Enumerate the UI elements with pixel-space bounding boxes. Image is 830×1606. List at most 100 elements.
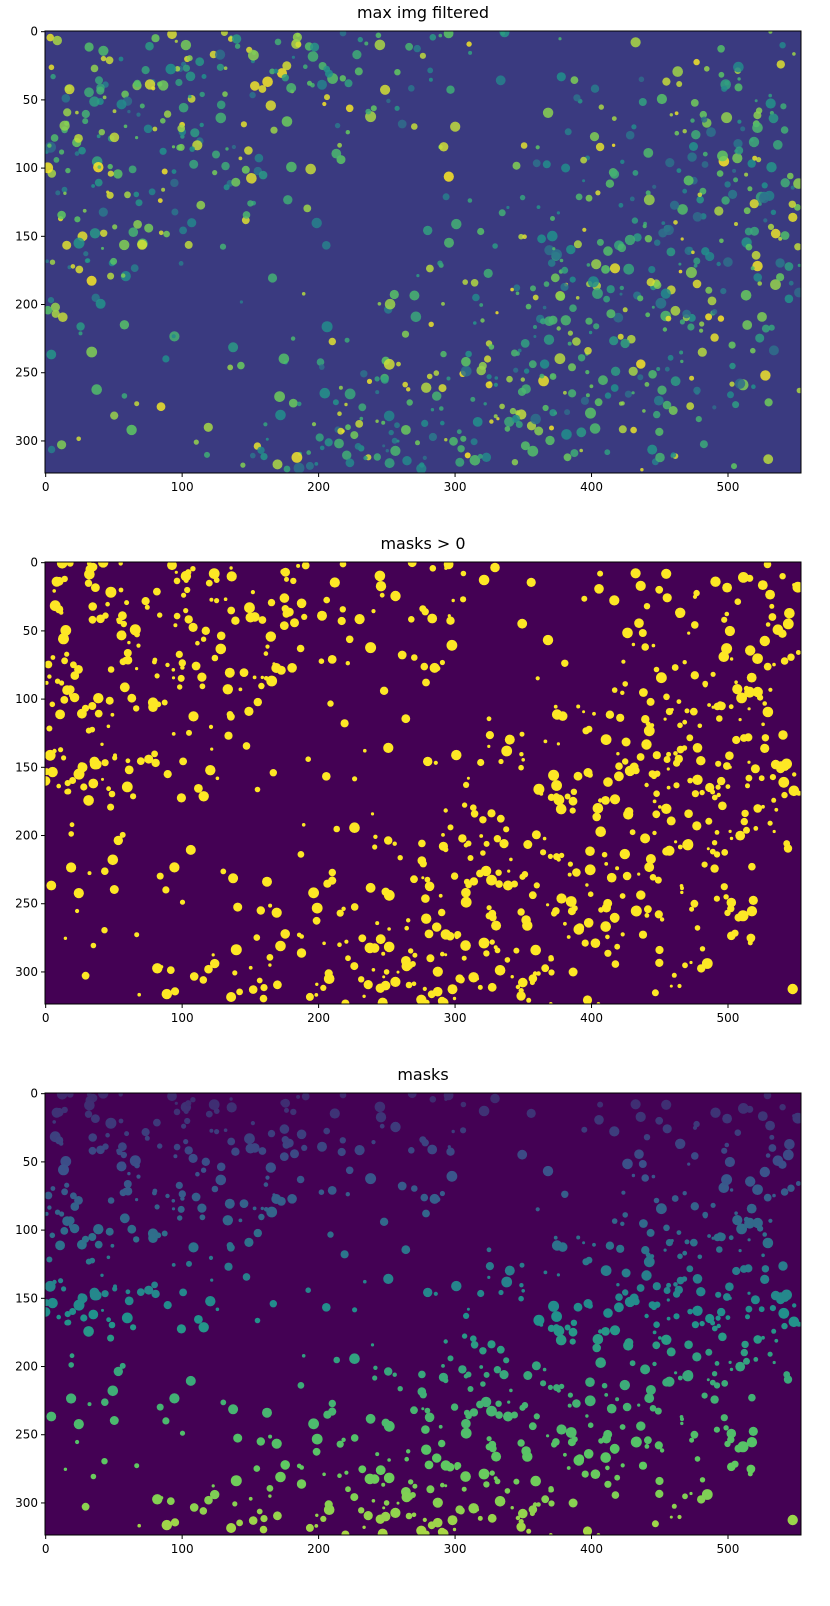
- texture-blob: [283, 195, 293, 205]
- texture-blob: [603, 898, 613, 908]
- texture-blob: [223, 66, 228, 70]
- texture-blob: [443, 171, 454, 182]
- texture-blob: [432, 1497, 443, 1508]
- texture-blob: [179, 757, 188, 766]
- texture-blob: [429, 1096, 437, 1103]
- x-tick-label: 100: [171, 480, 194, 494]
- texture-blob: [212, 170, 218, 176]
- texture-blob: [171, 732, 176, 736]
- texture-blob: [681, 745, 688, 751]
- texture-blob: [358, 1507, 365, 1514]
- texture-blob: [424, 1412, 435, 1423]
- texture-blob: [697, 192, 703, 198]
- texture-blob: [570, 1319, 578, 1327]
- x-tick-label: 400: [580, 1542, 603, 1556]
- texture-blob: [751, 250, 761, 260]
- texture-blob: [152, 657, 158, 663]
- texture-blob: [699, 110, 707, 119]
- texture-blob: [89, 228, 101, 239]
- texture-blob: [94, 1240, 103, 1249]
- texture-blob: [644, 1436, 652, 1445]
- texture-blob: [50, 134, 59, 142]
- texture-blob: [747, 940, 753, 946]
- texture-blob: [683, 175, 694, 186]
- texture-blob: [412, 1483, 418, 1489]
- texture-blob: [629, 1360, 636, 1367]
- texture-blob: [274, 38, 282, 46]
- texture-blob: [260, 1206, 264, 1211]
- texture-blob: [746, 1464, 756, 1474]
- texture-blob: [184, 586, 191, 594]
- texture-blob: [215, 643, 227, 655]
- texture-blob: [645, 1252, 651, 1258]
- texture-blob: [470, 1341, 479, 1349]
- texture-blob: [102, 95, 107, 100]
- texture-blob: [397, 650, 407, 660]
- texture-blob: [292, 32, 302, 42]
- texture-blob: [558, 1383, 565, 1390]
- texture-blob: [759, 635, 770, 647]
- texture-blob: [748, 862, 756, 871]
- texture-blob: [609, 1126, 620, 1137]
- texture-blob: [375, 934, 386, 945]
- texture-blob: [49, 1232, 56, 1239]
- texture-blob: [86, 275, 97, 286]
- texture-blob: [227, 364, 234, 371]
- texture-blob: [548, 957, 553, 962]
- texture-blob: [546, 1434, 550, 1438]
- texture-blob: [157, 1143, 163, 1149]
- texture-blob: [674, 1371, 678, 1375]
- texture-blob: [324, 1500, 333, 1509]
- texture-blob: [296, 598, 307, 609]
- texture-blob: [737, 1441, 749, 1453]
- texture-blob: [631, 124, 637, 130]
- texture-blob: [214, 1129, 220, 1135]
- texture-blob: [714, 206, 724, 216]
- texture-blob: [47, 143, 52, 148]
- texture-blob: [390, 1121, 401, 1133]
- texture-blob: [523, 840, 533, 849]
- texture-blob: [561, 1190, 569, 1199]
- texture-blob: [734, 1129, 742, 1136]
- texture-blob: [693, 386, 701, 395]
- texture-blob: [231, 177, 241, 187]
- texture-blob: [740, 126, 746, 132]
- texture-blob: [519, 752, 524, 757]
- texture-blob: [542, 1165, 554, 1177]
- texture-blob: [422, 986, 427, 992]
- texture-blob: [620, 338, 630, 349]
- texture-blob: [564, 793, 571, 800]
- texture-blob: [314, 462, 319, 466]
- texture-blob: [622, 1402, 632, 1412]
- texture-blob: [579, 448, 583, 453]
- texture-blob: [124, 765, 134, 775]
- texture-blob: [412, 952, 418, 958]
- texture-blob: [606, 872, 617, 883]
- texture-blob: [213, 1108, 220, 1114]
- texture-blob: [328, 1399, 336, 1408]
- texture-blob: [725, 1282, 734, 1291]
- texture-blob: [645, 1385, 656, 1395]
- texture-blob: [768, 1218, 773, 1223]
- texture-blob: [154, 1204, 160, 1210]
- texture-blob: [470, 1335, 477, 1342]
- texture-blob: [629, 196, 635, 202]
- texture-blob: [173, 1143, 181, 1151]
- texture-blob: [600, 734, 612, 745]
- texture-blob: [461, 1418, 471, 1429]
- texture-blob: [189, 159, 199, 169]
- texture-blob: [402, 456, 412, 466]
- texture-blob: [375, 419, 379, 423]
- texture-blob: [652, 184, 657, 189]
- texture-blob: [265, 100, 276, 111]
- texture-blob: [60, 1156, 72, 1167]
- texture-blob: [467, 1386, 474, 1392]
- texture-blob: [166, 966, 175, 974]
- texture-blob: [193, 439, 199, 445]
- y-tick-label: 0: [30, 556, 38, 570]
- texture-blob: [781, 791, 788, 799]
- texture-blob: [725, 751, 734, 760]
- texture-blob: [113, 1366, 124, 1377]
- texture-blob: [601, 1382, 608, 1389]
- texture-blob: [401, 1245, 411, 1255]
